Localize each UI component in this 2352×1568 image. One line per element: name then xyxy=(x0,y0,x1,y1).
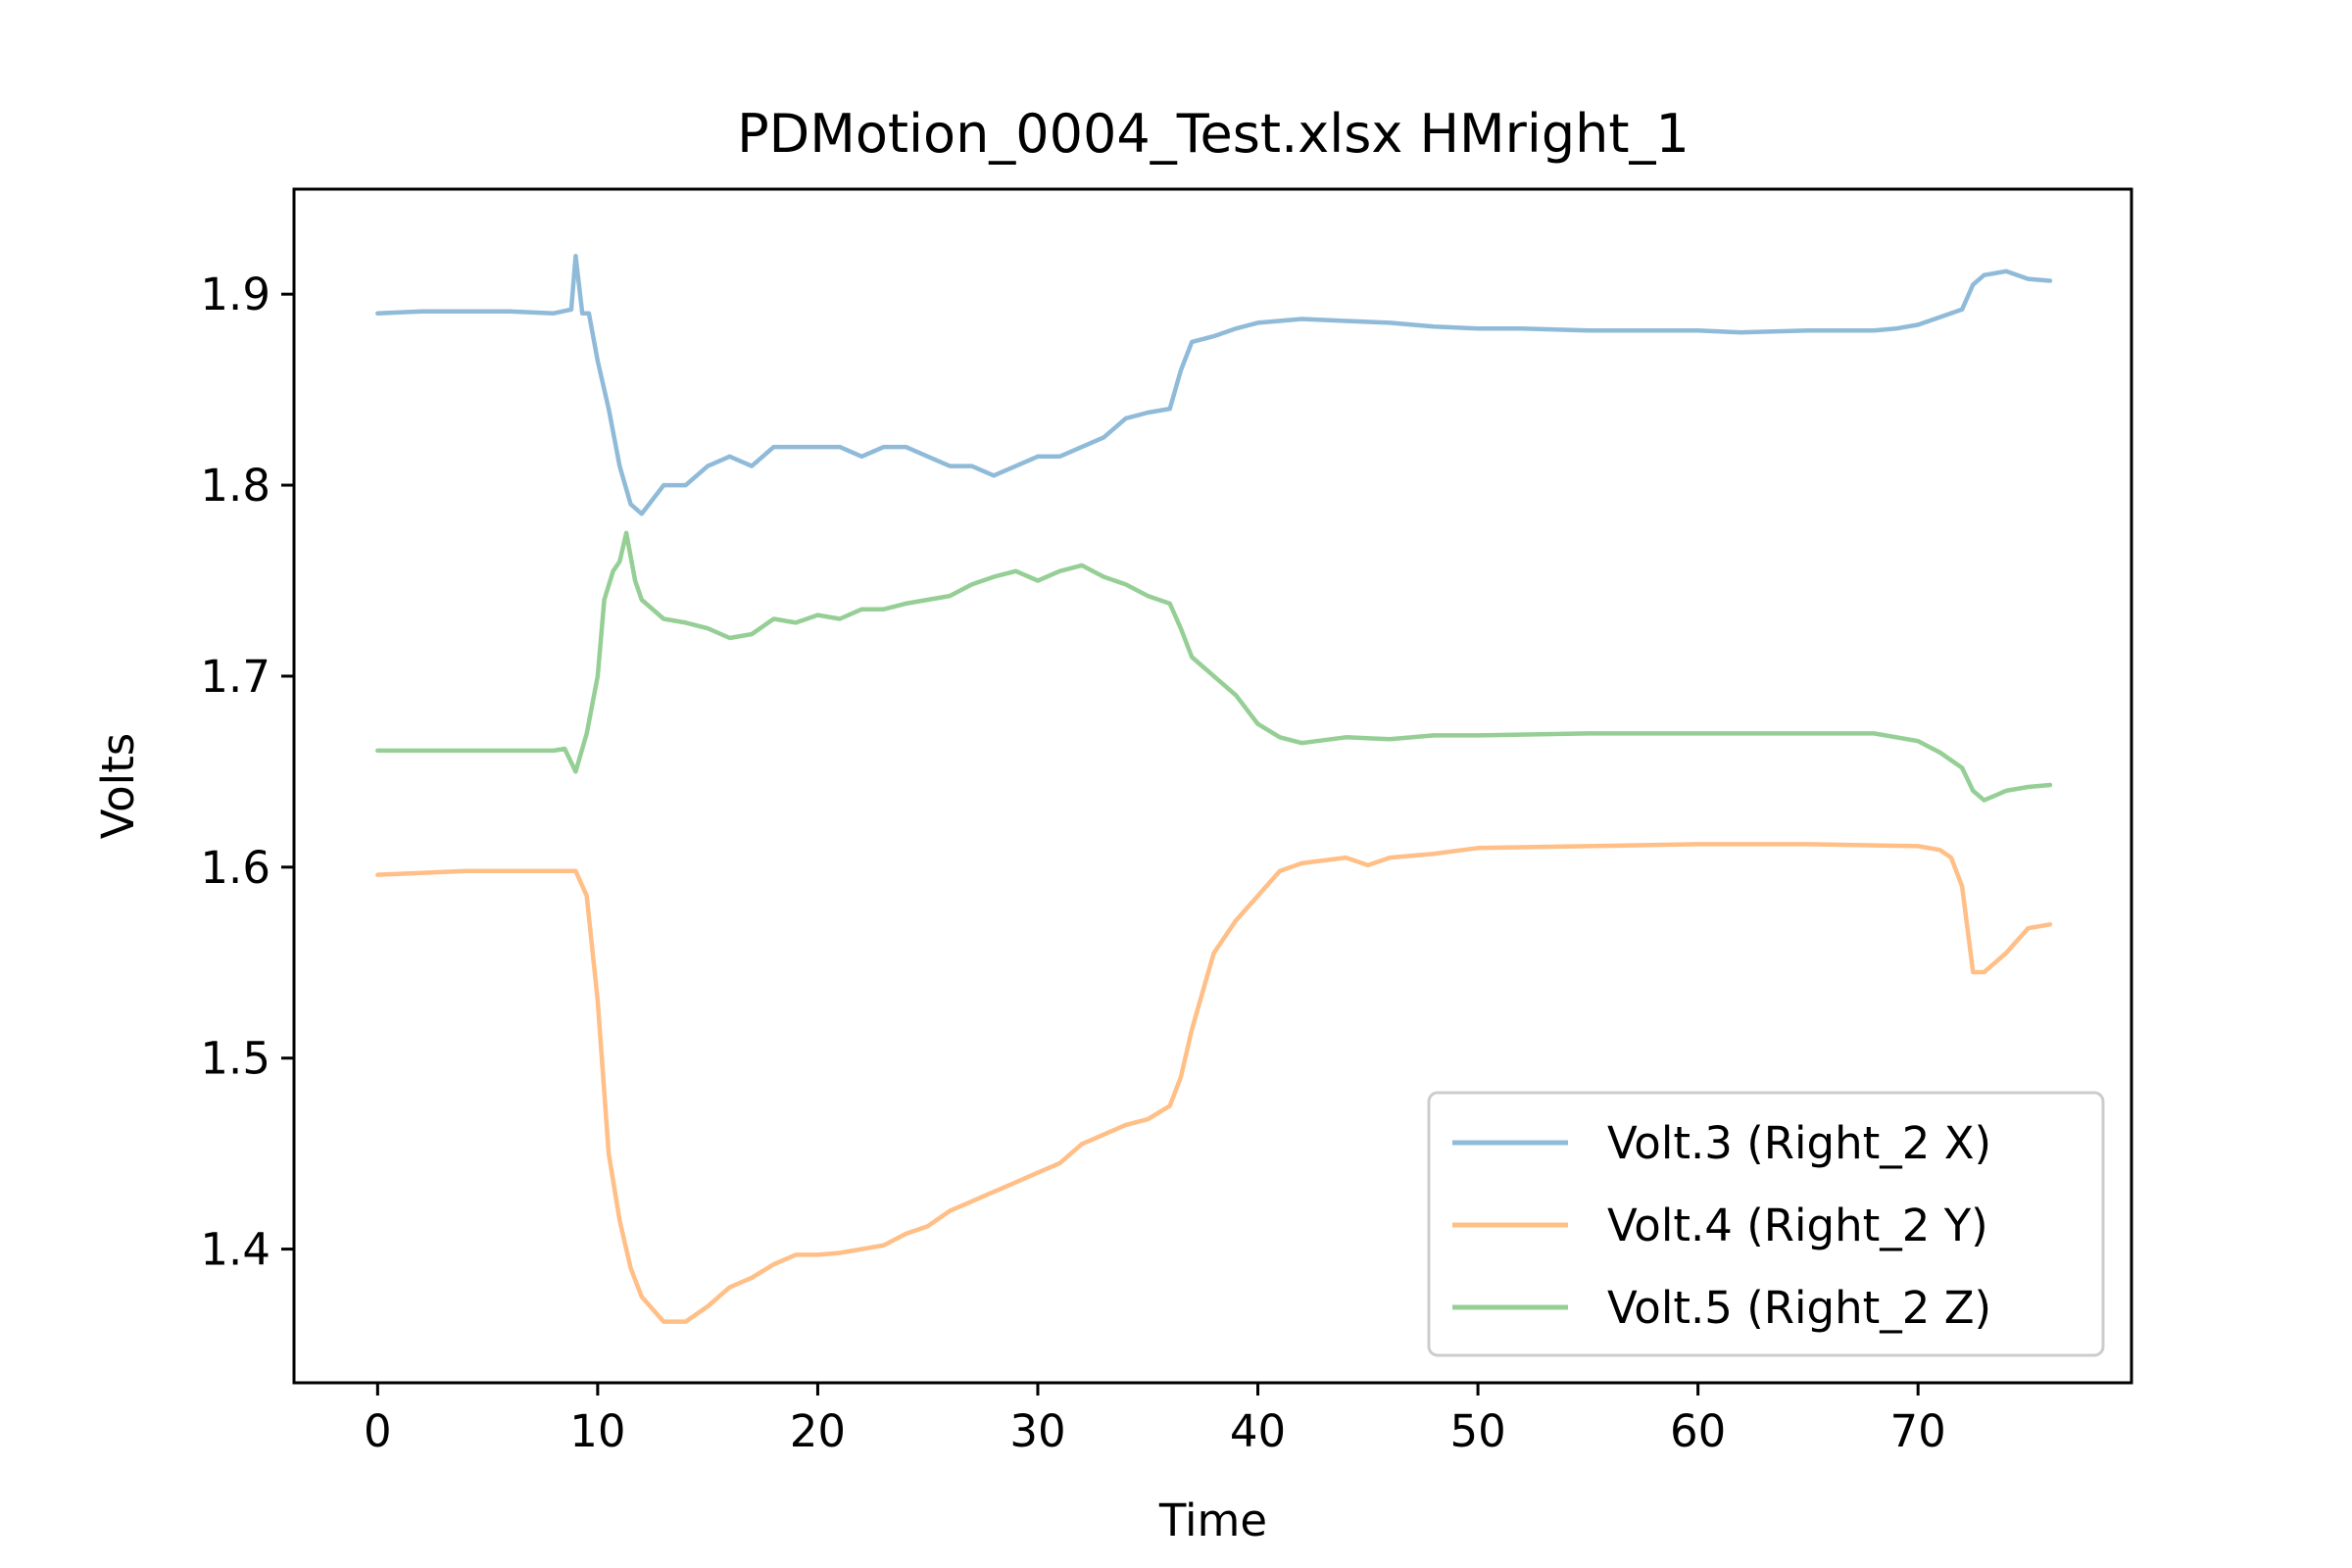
chart-title: PDMotion_0004_Test.xlsx HMright_1 xyxy=(737,103,1690,165)
x-axis-label: Time xyxy=(1158,1494,1267,1546)
y-axis-label: Volts xyxy=(92,733,144,839)
x-axis: 0 10 20 30 40 50 60 70 xyxy=(364,1383,1946,1457)
series-layer xyxy=(375,253,2053,1324)
x-tick-label: 70 xyxy=(1890,1405,1946,1457)
x-tick-label: 0 xyxy=(364,1405,392,1457)
legend-label-2: Volt.4 (Right_2 Y) xyxy=(1607,1200,1988,1251)
legend-entries: Volt.3 (Right_2 X) Volt.4 (Right_2 Y) Volt… xyxy=(1452,1117,1991,1334)
legend: Volt.3 (Right_2 X) Volt.4 (Right_2 Y) Volt… xyxy=(1427,1091,2105,1357)
y-axis: 1.4 1.5 1.6 1.7 1.8 1.9 xyxy=(200,269,294,1276)
y-tick-label: 1.8 xyxy=(200,460,270,512)
x-tick-label: 40 xyxy=(1230,1405,1286,1457)
legend-label-1: Volt.3 (Right_2 X) xyxy=(1607,1117,1991,1169)
series-line-1 xyxy=(375,253,2053,516)
legend-label-3: Volt.5 (Right_2 Z) xyxy=(1607,1282,1991,1334)
y-tick-label: 1.4 xyxy=(200,1224,270,1276)
x-tick-label: 60 xyxy=(1670,1405,1726,1457)
y-tick-label: 1.7 xyxy=(200,651,270,703)
legend-frame xyxy=(1427,1091,2105,1357)
x-tick-label: 50 xyxy=(1449,1405,1505,1457)
series-line-2 xyxy=(375,842,2053,1324)
x-tick-label: 10 xyxy=(569,1405,625,1457)
y-tick-label: 1.6 xyxy=(200,842,270,894)
y-tick-label: 1.5 xyxy=(200,1033,270,1085)
y-tick-label: 1.9 xyxy=(200,269,270,320)
x-tick-label: 30 xyxy=(1009,1405,1065,1457)
series-line-3 xyxy=(375,530,2053,803)
plot-frame xyxy=(292,187,2133,1385)
x-tick-label: 20 xyxy=(790,1405,846,1457)
